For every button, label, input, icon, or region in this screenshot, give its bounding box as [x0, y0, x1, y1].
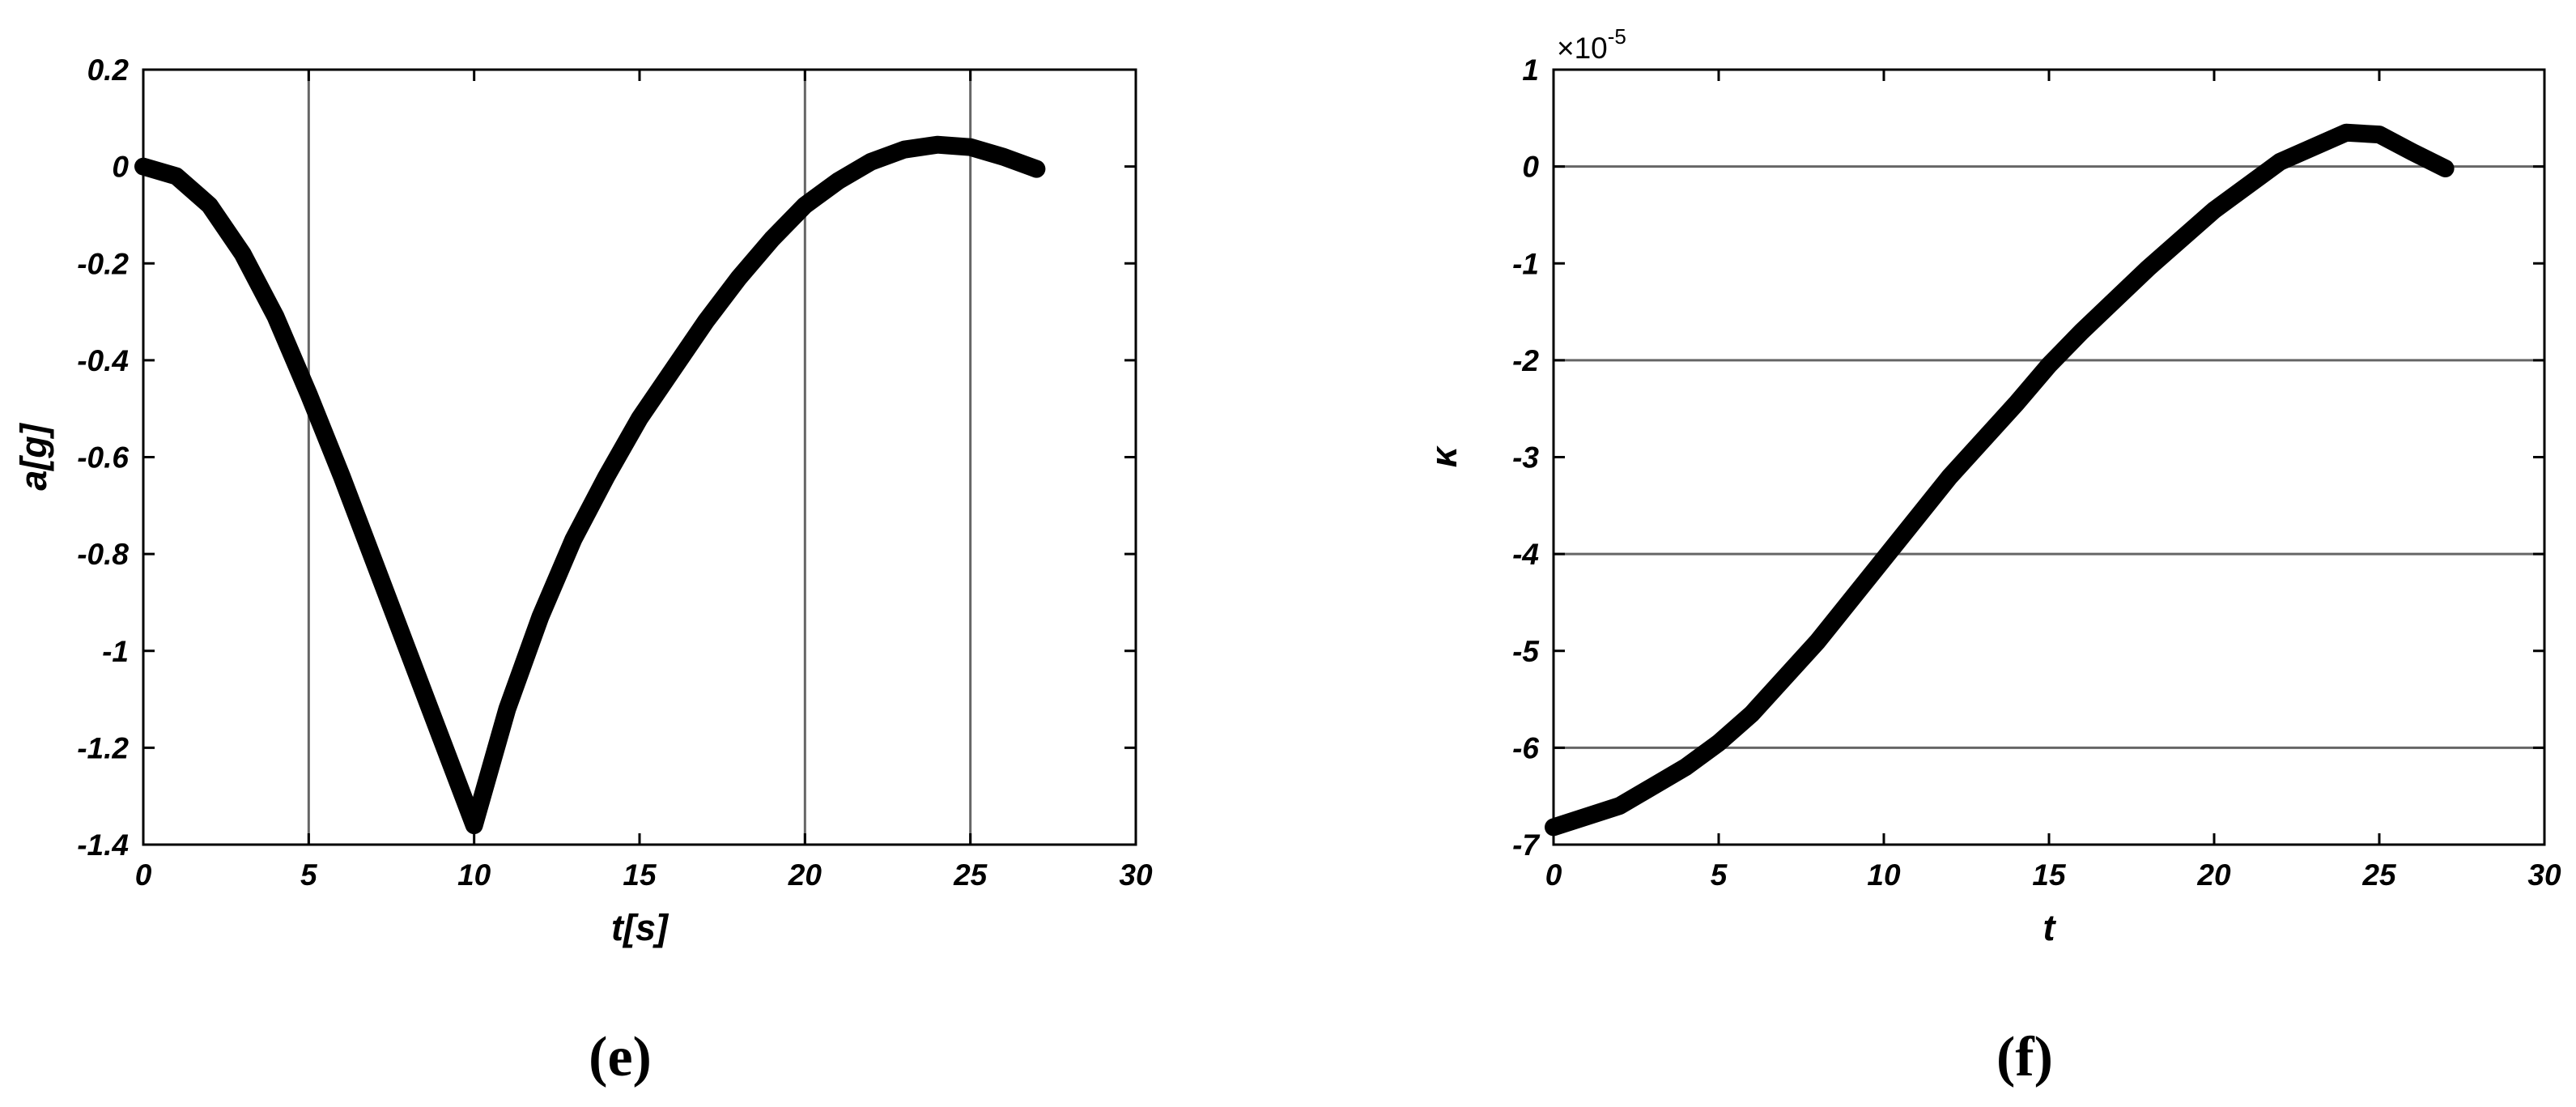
y-tick-label: 0.2 [87, 53, 130, 87]
data-line [1545, 123, 2455, 837]
caption: (f) [1996, 1026, 2053, 1088]
multiplier-base: ×10 [1557, 32, 1608, 65]
x-tick-label: 10 [1867, 858, 1901, 892]
y-tick-label: 0 [1522, 151, 1539, 184]
x-tick-label: 0 [1545, 858, 1562, 892]
y-tick-label: -7 [1512, 828, 1541, 862]
y-tick-label: -6 [1512, 731, 1539, 764]
y-tick-label: -4 [1512, 538, 1539, 571]
caption: (e) [589, 1026, 652, 1088]
x-tick-label: 30 [1119, 858, 1153, 892]
y-tick-label: -1.2 [77, 731, 129, 764]
data-line [134, 135, 1046, 835]
y-tick-label: 1 [1522, 53, 1539, 87]
x-tick-label: 25 [2361, 858, 2397, 892]
y-tick-label: -0.4 [77, 344, 129, 377]
y-tick-label: -1 [102, 635, 129, 668]
x-axis-label: t [2043, 907, 2057, 948]
y-tick-label: -5 [1512, 635, 1540, 668]
x-tick-label: 30 [2527, 858, 2561, 892]
x-tick-label: 20 [2196, 858, 2231, 892]
y-tick-label: -0.8 [77, 538, 129, 571]
y-axis-label: κ [1423, 445, 1464, 467]
x-tick-label: 25 [953, 858, 988, 892]
x-axis-label: t[s] [611, 907, 670, 948]
x-tick-label: 15 [623, 858, 657, 892]
y-tick-label: -0.6 [77, 441, 129, 475]
multiplier-exponent: -5 [1608, 24, 1626, 49]
y-tick-label: -1.4 [77, 828, 129, 862]
x-tick-label: 10 [457, 858, 491, 892]
x-tick-label: 0 [135, 858, 152, 892]
y-tick-label: 0 [112, 151, 129, 184]
plot-frame [1552, 68, 2546, 846]
y-tick-label: -3 [1512, 441, 1539, 475]
y-axis-label: a[g] [13, 422, 54, 491]
axis-multiplier: ×10-5 [1557, 24, 1626, 65]
x-tick-label: 15 [2032, 858, 2067, 892]
x-tick-label: 20 [788, 858, 823, 892]
x-tick-label: 5 [1711, 858, 1728, 892]
x-tick-label: 5 [300, 858, 318, 892]
y-tick-label: -0.2 [77, 247, 129, 280]
y-tick-label: -2 [1512, 344, 1539, 377]
y-tick-label: -1 [1512, 247, 1539, 280]
plot-frame [142, 68, 1137, 846]
